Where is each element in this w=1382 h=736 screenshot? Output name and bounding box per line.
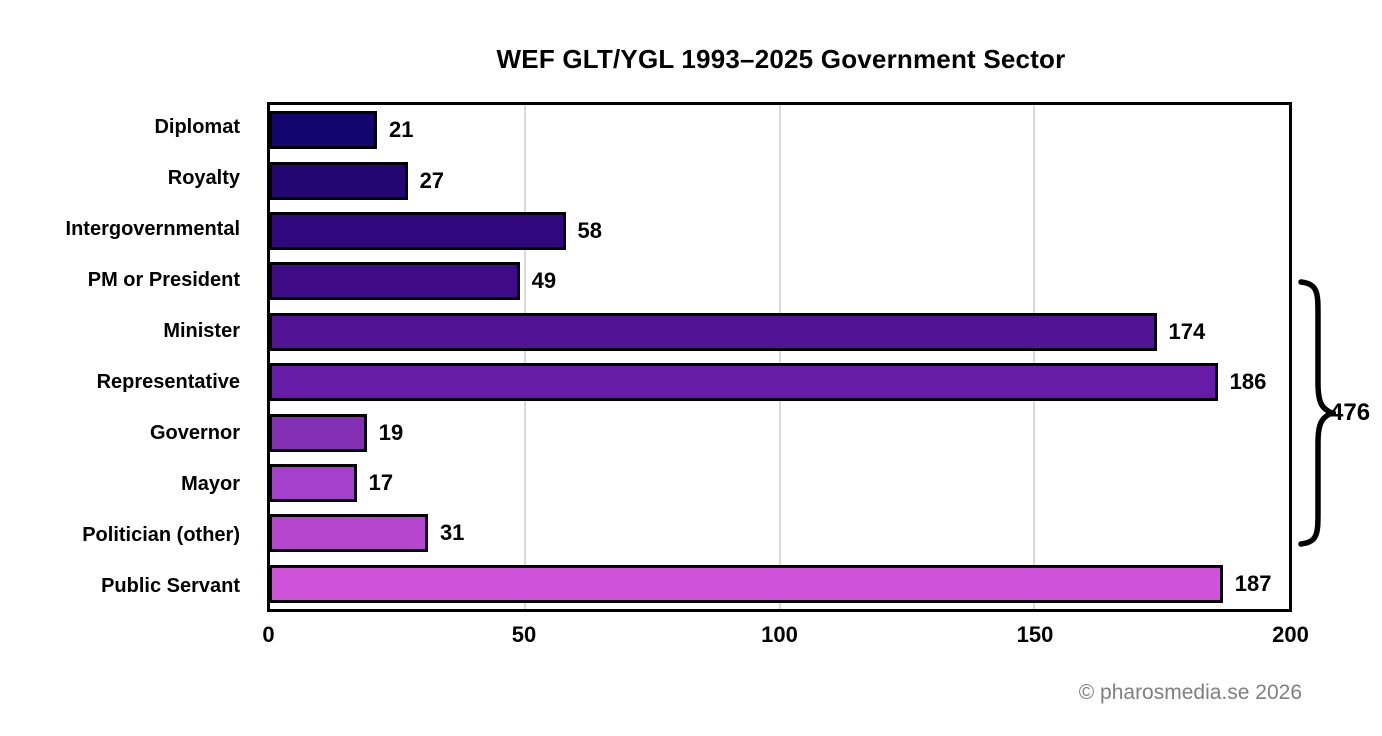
category-label: Representative	[96, 371, 240, 393]
bar-value-label: 186	[1229, 369, 1267, 395]
bar	[270, 212, 566, 251]
curly-brace-icon	[1298, 279, 1336, 547]
gridline	[1033, 105, 1036, 609]
x-tick-label: 150	[1016, 622, 1054, 647]
bar-value-label: 19	[378, 419, 404, 445]
bar	[270, 111, 377, 150]
x-tick-label: 50	[511, 622, 537, 647]
category-label: Royalty	[167, 167, 240, 189]
bar-row: 17	[270, 458, 1289, 508]
gridline	[523, 105, 526, 609]
bar	[270, 262, 520, 301]
bar	[270, 312, 1157, 351]
bar-row: 49	[270, 256, 1289, 306]
bar	[270, 363, 1218, 402]
bar-value-label: 187	[1234, 570, 1272, 596]
bar	[270, 464, 357, 503]
bar-row: 174	[270, 307, 1289, 357]
bar-value-label: 58	[577, 218, 602, 244]
x-tick-label: 100	[761, 622, 798, 647]
bar-row: 19	[270, 407, 1289, 457]
bar-value-label: 31	[439, 520, 465, 546]
bars-container: 21 27 58 49 174 186 19 17 31 187	[270, 105, 1289, 609]
copyright-credit: © pharosmedia.se 2026	[1078, 681, 1302, 704]
category-label: Politician (other)	[82, 524, 240, 546]
bar-row: 187	[270, 559, 1289, 609]
bar	[270, 514, 428, 553]
category-label: Diplomat	[154, 116, 240, 138]
category-label: Minister	[163, 320, 240, 342]
bar-row: 58	[270, 206, 1289, 256]
category-label: Public Servant	[101, 575, 240, 597]
category-label: Mayor	[181, 473, 240, 495]
category-label: Governor	[149, 422, 240, 444]
bar-value-label: 21	[388, 117, 414, 143]
bar	[270, 413, 367, 452]
brace-total-label: 476	[1330, 399, 1371, 426]
plot-area: 21 27 58 49 174 186 19 17 31 187	[267, 102, 1292, 612]
bar-value-label: 17	[368, 470, 394, 496]
bar	[270, 564, 1223, 603]
bar-value-label: 27	[419, 167, 445, 193]
gridline	[778, 105, 781, 609]
bar-value-label: 174	[1168, 318, 1206, 344]
category-label: Intergovernmental	[65, 218, 240, 240]
y-axis-labels: Diplomat Royalty Intergovernmental PM or Pr…	[0, 102, 240, 612]
bar-row: 31	[270, 508, 1289, 558]
chart-title: WEF GLT/YGL 1993–2025 Government Sector	[496, 44, 1066, 74]
x-tick-label: 200	[1272, 622, 1309, 647]
bar-row: 27	[270, 155, 1289, 205]
x-tick-label: 0	[262, 622, 275, 647]
bar	[270, 161, 408, 200]
bar-row: 186	[270, 357, 1289, 407]
bar-value-label: 49	[531, 268, 557, 294]
bar-row: 21	[270, 105, 1289, 155]
category-label: PM or President	[87, 269, 240, 291]
